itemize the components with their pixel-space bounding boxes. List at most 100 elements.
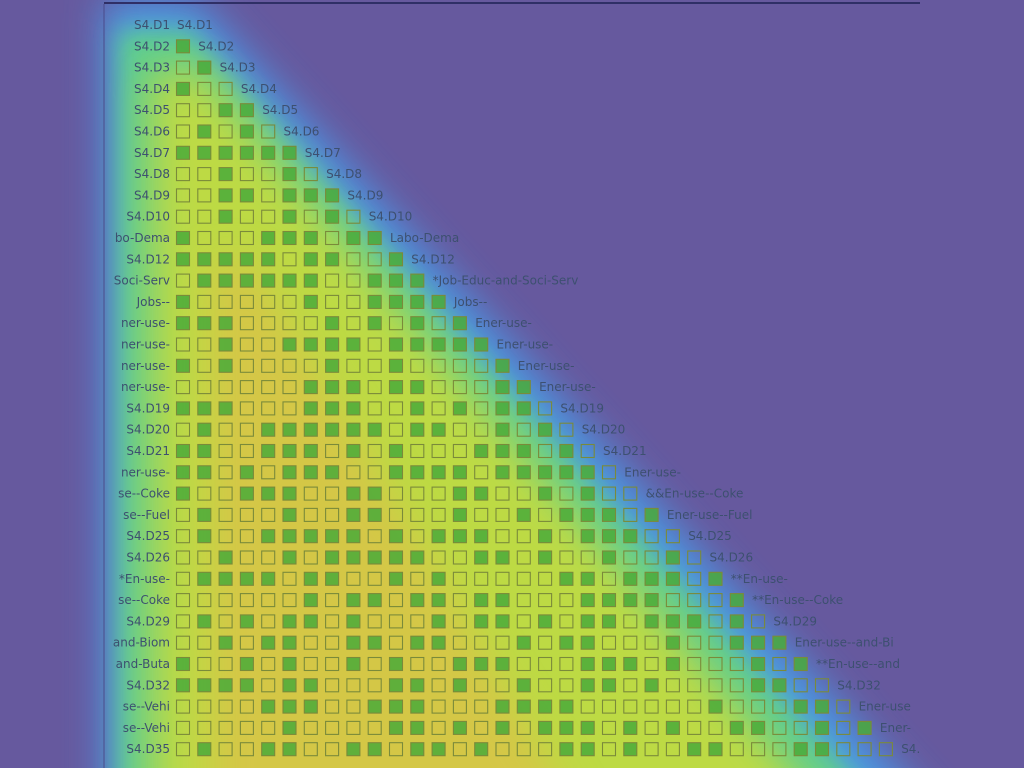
matrix-cell (687, 699, 702, 714)
matrix-cell (665, 614, 680, 629)
matrix-cell (495, 699, 510, 714)
row-label: S4.D35 (126, 742, 170, 756)
matrix-cell (303, 742, 318, 757)
row-label: S4.D5 (134, 103, 170, 117)
matrix-cell (410, 380, 425, 395)
matrix-cell (474, 742, 489, 757)
matrix-cell (261, 614, 276, 629)
matrix-cell (303, 550, 318, 565)
matrix-cell (452, 699, 467, 714)
matrix-cell (175, 39, 191, 54)
matrix-cell (261, 550, 276, 565)
matrix-cell (495, 635, 510, 650)
matrix-cell (303, 507, 318, 522)
matrix-cell (751, 614, 766, 629)
matrix-cell (388, 507, 404, 522)
matrix-cell (325, 188, 340, 203)
matrix-cell (410, 678, 425, 693)
diagonal-label: S4.D21 (603, 444, 647, 458)
matrix-cell (538, 720, 553, 735)
matrix-cell (516, 443, 531, 459)
matrix-cell (516, 571, 531, 586)
matrix-cell (452, 422, 467, 437)
matrix-cell (665, 742, 680, 757)
matrix-cell (303, 380, 318, 395)
matrix-cell (175, 401, 191, 416)
matrix-cell (452, 550, 467, 565)
matrix-cell (495, 465, 510, 480)
matrix-cell (559, 465, 574, 480)
matrix-cell (261, 465, 276, 480)
matrix-cell (325, 742, 340, 757)
matrix-cell (644, 699, 659, 714)
matrix-cell (367, 678, 382, 693)
matrix-cell (495, 742, 510, 757)
row-label: se--Vehi (123, 700, 170, 714)
matrix-cell (644, 720, 659, 735)
matrix-cell (261, 188, 276, 203)
matrix-cell (793, 720, 808, 735)
matrix-cell (431, 614, 446, 629)
matrix-cell (239, 167, 254, 182)
matrix-cell (218, 81, 233, 96)
matrix-cell (303, 678, 318, 693)
matrix-cell (751, 656, 766, 672)
matrix-cell (644, 742, 659, 757)
matrix-cell (197, 507, 212, 522)
matrix-cell (495, 358, 510, 373)
matrix-cell (367, 507, 382, 522)
matrix-cell (623, 720, 638, 735)
diagonal-label: S4.D6 (284, 125, 320, 139)
matrix-cell (367, 422, 382, 437)
matrix-cell (303, 188, 318, 203)
row-label: se--Coke (118, 593, 170, 607)
matrix-cell (282, 337, 297, 352)
matrix-cell (516, 699, 531, 714)
matrix-cell (708, 720, 723, 735)
matrix-cell (623, 656, 638, 672)
matrix-cell (197, 273, 212, 288)
row-label: S4.D6 (134, 125, 170, 139)
matrix-cell (601, 678, 617, 693)
matrix-cell (282, 593, 297, 608)
matrix-cell (218, 443, 233, 459)
matrix-cell (346, 465, 361, 480)
matrix-cell (559, 699, 574, 714)
matrix-cell (388, 252, 404, 267)
row-label: ner-use- (121, 380, 170, 394)
matrix-cell (623, 507, 638, 522)
matrix-cell (346, 294, 361, 309)
matrix-cell (623, 550, 638, 565)
matrix-cell (218, 358, 233, 373)
matrix-cell (261, 124, 276, 139)
matrix-cell (452, 742, 467, 757)
matrix-cell (346, 422, 361, 437)
matrix-cell (431, 337, 446, 352)
matrix-cell (410, 294, 425, 309)
matrix-cell (367, 571, 382, 586)
matrix-cell (303, 358, 318, 373)
matrix-cell (218, 188, 233, 203)
matrix-cell (197, 443, 212, 459)
row-label: se--Coke (118, 487, 170, 501)
diagonal-label: S4.D19 (560, 401, 604, 415)
matrix-cell (601, 742, 617, 757)
matrix-cell (346, 742, 361, 757)
matrix-cell (495, 486, 510, 501)
matrix-cell (452, 720, 467, 735)
matrix-cell (325, 699, 340, 714)
matrix-cell (410, 507, 425, 522)
matrix-cell (325, 209, 340, 224)
row-label: S4.D8 (134, 167, 170, 181)
matrix-cell (516, 720, 531, 735)
matrix-cell (388, 273, 404, 288)
matrix-cell (729, 656, 744, 672)
matrix-cell (559, 529, 574, 544)
matrix-cell (538, 678, 553, 693)
matrix-cell (218, 486, 233, 501)
matrix-cell (538, 571, 553, 586)
diagonal-label: Ener-use- (475, 316, 532, 330)
matrix-cell (623, 571, 638, 586)
matrix-cell (388, 465, 404, 480)
